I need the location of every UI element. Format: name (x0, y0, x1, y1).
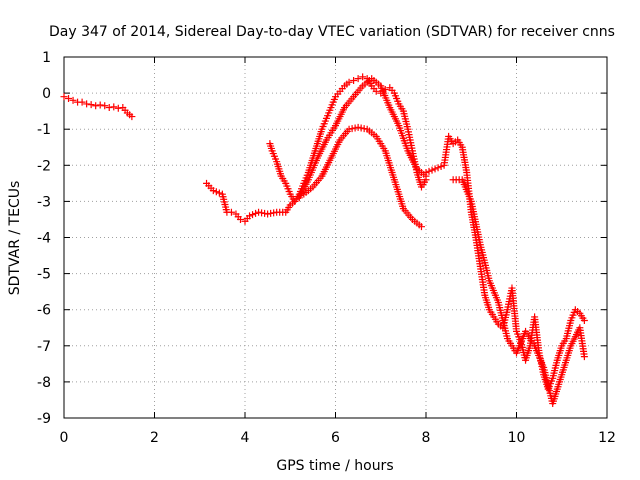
data-point (354, 75, 362, 83)
x-tick-label: 6 (331, 430, 340, 446)
data-point (345, 125, 353, 133)
data-point (227, 208, 235, 216)
data-point (101, 102, 109, 110)
data-point (417, 223, 425, 231)
data-point-interp (249, 211, 257, 219)
y-tick-label: -1 (37, 122, 51, 138)
data-point-interp (215, 189, 223, 197)
y-tick-label: -7 (37, 339, 51, 355)
y-tick-labels: 1 0 -1 -2 -3 -4 -5 -6 -7 -8 -9 (37, 50, 51, 427)
y-tick-label: -6 (37, 303, 51, 319)
data-point-interp (437, 163, 445, 171)
y-tick-label: 0 (42, 86, 51, 102)
data-point (580, 317, 588, 325)
data-point-interp (252, 209, 260, 217)
data-point (87, 101, 95, 109)
data-point (372, 87, 380, 95)
data-point (78, 98, 86, 106)
data-point-interp (258, 209, 266, 217)
data-point-interp (434, 164, 442, 172)
y-tick-label: -8 (37, 375, 51, 391)
x-tick-label: 0 (60, 430, 69, 446)
data-point (354, 123, 362, 131)
data-point (96, 101, 104, 109)
data-point-interp (425, 167, 433, 175)
data-point (255, 208, 263, 216)
data-point (345, 78, 353, 86)
data-point-interp (428, 166, 436, 174)
data-point (128, 113, 136, 121)
data-point (359, 73, 367, 81)
data-point (65, 95, 73, 103)
data-point (422, 169, 430, 177)
data-point (60, 93, 68, 101)
data-point (114, 104, 122, 112)
data-point (236, 215, 244, 223)
data-point (69, 96, 77, 104)
data-point-interp (267, 209, 275, 217)
data-point-interp (351, 124, 359, 132)
y-tick-label: -9 (37, 411, 51, 427)
data-point (264, 210, 272, 218)
data-point (209, 187, 217, 195)
data-point-interp (348, 125, 356, 133)
x-tick-label: 10 (508, 430, 526, 446)
x-tick-label: 8 (422, 430, 431, 446)
y-tick-label: 1 (42, 50, 51, 66)
x-tick-label: 12 (598, 430, 616, 446)
y-tick-label: -3 (37, 194, 51, 210)
data-point (105, 104, 113, 112)
chart-title: Day 347 of 2014, Sidereal Day-to-day VTE… (49, 24, 615, 40)
x-tick-labels: 0 2 4 6 8 10 12 (60, 430, 616, 446)
data-point (83, 100, 91, 108)
data-point (246, 212, 254, 220)
data-point-interp (357, 124, 365, 132)
data-point (350, 76, 358, 84)
data-point-interp (212, 188, 220, 196)
data-points (60, 73, 588, 408)
data-point-interp (360, 125, 368, 133)
data-point-interp (261, 209, 269, 217)
data-point (92, 102, 100, 110)
data-point (431, 165, 439, 173)
x-tick-label: 2 (150, 430, 159, 446)
x-tick-label: 4 (241, 430, 250, 446)
y-tick-label: -4 (37, 231, 51, 247)
x-axis-label: GPS time / hours (276, 458, 393, 474)
data-point (580, 353, 588, 361)
data-point (110, 103, 118, 111)
y-tick-label: -2 (37, 158, 51, 174)
y-tick-label: -5 (37, 267, 51, 283)
data-point-interp (270, 209, 278, 217)
grid-lines (64, 57, 607, 418)
y-axis-label: SDTVAR / TECUs (7, 181, 23, 296)
axis-ticks (63, 56, 608, 419)
